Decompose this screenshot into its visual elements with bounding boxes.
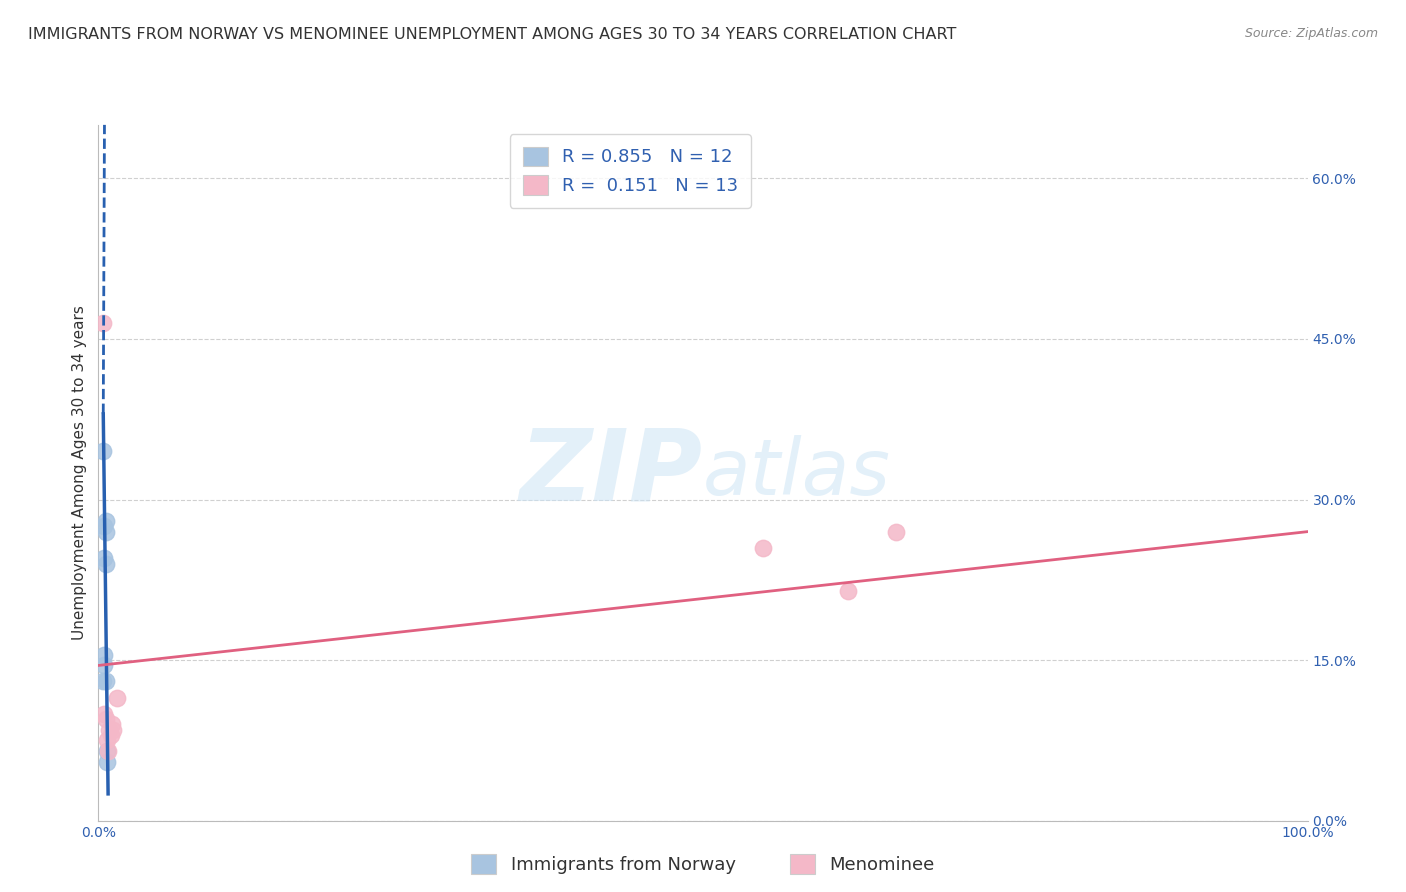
Point	[93, 551, 115, 566]
Point	[100, 728, 122, 742]
Point	[94, 674, 117, 689]
Point	[752, 541, 775, 555]
Point	[94, 524, 117, 539]
Point	[91, 674, 114, 689]
Legend: Immigrants from Norway, Menominee: Immigrants from Norway, Menominee	[464, 847, 942, 881]
Point	[105, 690, 128, 705]
Point	[91, 444, 114, 458]
Point	[886, 524, 908, 539]
Point	[101, 723, 124, 737]
Point	[93, 658, 115, 673]
Point	[96, 733, 118, 747]
Point	[94, 712, 117, 726]
Point	[100, 717, 122, 731]
Point	[93, 519, 115, 533]
Point	[94, 557, 117, 571]
Y-axis label: Unemployment Among Ages 30 to 34 years: Unemployment Among Ages 30 to 34 years	[72, 305, 87, 640]
Point	[93, 648, 115, 662]
Text: ZIP: ZIP	[520, 425, 703, 521]
Point	[837, 583, 859, 598]
Point	[96, 744, 118, 758]
Text: atlas: atlas	[703, 434, 891, 511]
Point	[98, 723, 121, 737]
Text: IMMIGRANTS FROM NORWAY VS MENOMINEE UNEMPLOYMENT AMONG AGES 30 TO 34 YEARS CORRE: IMMIGRANTS FROM NORWAY VS MENOMINEE UNEM…	[28, 27, 956, 42]
Text: Source: ZipAtlas.com: Source: ZipAtlas.com	[1244, 27, 1378, 40]
Point	[96, 755, 118, 769]
Point	[94, 514, 117, 528]
Point	[93, 706, 115, 721]
Point	[91, 316, 114, 330]
Point	[97, 744, 120, 758]
